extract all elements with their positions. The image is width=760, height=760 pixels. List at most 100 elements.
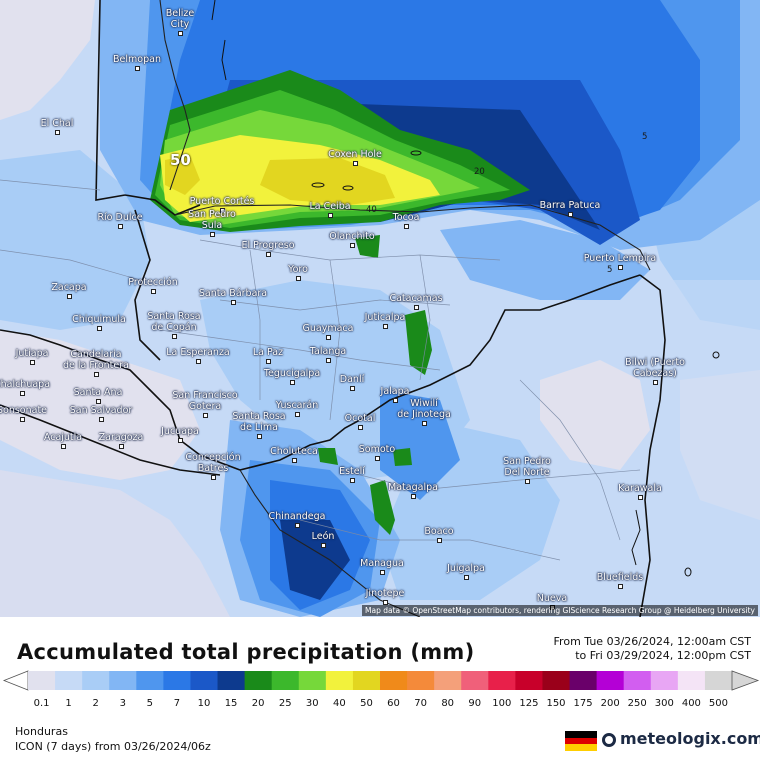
city-label: San Francisco Gotera [172, 390, 238, 412]
city-label: Santa Rosa de Copán [147, 311, 201, 333]
city-marker [266, 359, 271, 364]
precipitation-map[interactable]: Belize City Belmopan El Chal Coxen Hole Puert… [0, 0, 760, 617]
german-flag-icon[interactable] [565, 731, 597, 751]
city-label: Zaragoza [98, 432, 144, 443]
city-label: Juticalpa [364, 312, 406, 323]
legend-tick-label: 60 [387, 698, 400, 709]
meteologix-logo-icon [602, 733, 616, 747]
city-marker [295, 412, 300, 417]
city-label: Managua [360, 558, 404, 569]
city-label: Belize City [165, 8, 195, 30]
city-label: Danlí [339, 374, 365, 385]
city-marker [464, 575, 469, 580]
brand-logo[interactable]: meteologix.com [620, 729, 760, 748]
city-label: Talanga [309, 346, 347, 357]
city-label: Boaco [424, 526, 454, 537]
legend-tick-label: 500 [708, 698, 728, 709]
chart-title: Accumulated total precipitation (mm) [17, 640, 475, 664]
city-marker [118, 224, 123, 229]
city-marker [178, 31, 183, 36]
city-label: León [311, 531, 335, 542]
city-label: Santa Ana [73, 387, 123, 398]
city-marker [525, 479, 530, 484]
city-marker [172, 334, 177, 339]
model-run: ICON (7 days) from 03/26/2024/06z [15, 740, 211, 753]
city-label: La Esperanza [166, 347, 230, 358]
city-label: Coxen Hole [328, 149, 382, 160]
city-marker [653, 380, 658, 385]
city-label: Candelaria de la Frontera [63, 349, 129, 371]
city-marker [326, 335, 331, 340]
city-marker [220, 208, 225, 213]
city-label: Guaymaca [302, 323, 354, 334]
city-marker [210, 232, 215, 237]
forecast-period: From Tue 03/26/2024, 12:00am CST to Fri … [554, 635, 751, 663]
legend-swatch [136, 671, 164, 690]
legend-tick-label: 15 [224, 698, 238, 709]
city-marker [203, 413, 208, 418]
city-marker [196, 359, 201, 364]
legend-max-arrow [731, 670, 760, 691]
city-marker [30, 360, 35, 365]
city-marker [290, 380, 295, 385]
city-label: Bilwi (Puerto Cabezas) [625, 357, 685, 379]
city-marker [266, 252, 271, 257]
city-marker [211, 475, 216, 480]
legend-swatch [407, 671, 435, 690]
legend-tick-label: 175 [573, 698, 593, 709]
city-marker [422, 421, 427, 426]
city-label: Jucuapa [161, 426, 199, 437]
legend-swatch [28, 671, 56, 690]
legend-swatch [190, 671, 219, 690]
legend-tick-label: 100 [492, 698, 512, 709]
city-marker [99, 417, 104, 422]
city-label: Tegucigalpa [263, 368, 321, 379]
legend-swatch [623, 671, 652, 690]
legend-swatch [596, 671, 625, 690]
legend-swatch [352, 671, 381, 690]
city-label: Somoto [358, 444, 396, 455]
city-marker [296, 276, 301, 281]
city-label: Santa Rosa de Lima [232, 411, 286, 433]
legend-tick-label: 300 [654, 698, 674, 709]
city-marker [618, 265, 623, 270]
map-attribution[interactable]: Map data © OpenStreetMap contributors, r… [362, 605, 758, 616]
city-label: Jalapa [380, 386, 410, 397]
city-label: Puerto Cortés [189, 196, 255, 207]
legend-tick-label: 50 [360, 698, 373, 709]
city-label: Barra Patuca [539, 200, 601, 211]
contour-value-label: 5 [642, 132, 648, 142]
legend-swatch [434, 671, 462, 690]
city-label: Yoro [288, 264, 308, 275]
city-marker [20, 417, 25, 422]
city-marker [321, 543, 326, 548]
legend-tick-label: 70 [414, 698, 427, 709]
legend-swatch [704, 671, 733, 690]
city-label: Olanchito [329, 231, 375, 242]
city-marker [135, 66, 140, 71]
city-label: San Pedro Del Norte [503, 456, 551, 478]
legend-swatch [163, 671, 191, 690]
legend-tick-label: 400 [681, 698, 701, 709]
city-marker [295, 523, 300, 528]
city-label: Matagalpa [388, 482, 438, 493]
city-label: Catacamas [389, 293, 443, 304]
city-label: Choluteca [270, 446, 318, 457]
legend-swatch [488, 671, 516, 690]
city-marker [178, 438, 183, 443]
city-marker [292, 458, 297, 463]
city-label: El Chal [40, 118, 74, 129]
legend-tick-label: 150 [546, 698, 566, 709]
legend-swatch [380, 671, 408, 690]
legend-swatch [244, 671, 273, 690]
city-label: Río Dulce [97, 212, 143, 223]
city-marker [67, 294, 72, 299]
legend-tick-label: 125 [519, 698, 539, 709]
legend-swatch [461, 671, 489, 690]
color-legend-bar [2, 670, 760, 691]
city-label: Acajutla [43, 432, 83, 443]
legend-tick-label: 3 [119, 698, 126, 709]
period-to: to Fri 03/29/2024, 12:00pm CST [575, 649, 751, 662]
city-marker [350, 478, 355, 483]
legend-tick-label: 40 [333, 698, 346, 709]
